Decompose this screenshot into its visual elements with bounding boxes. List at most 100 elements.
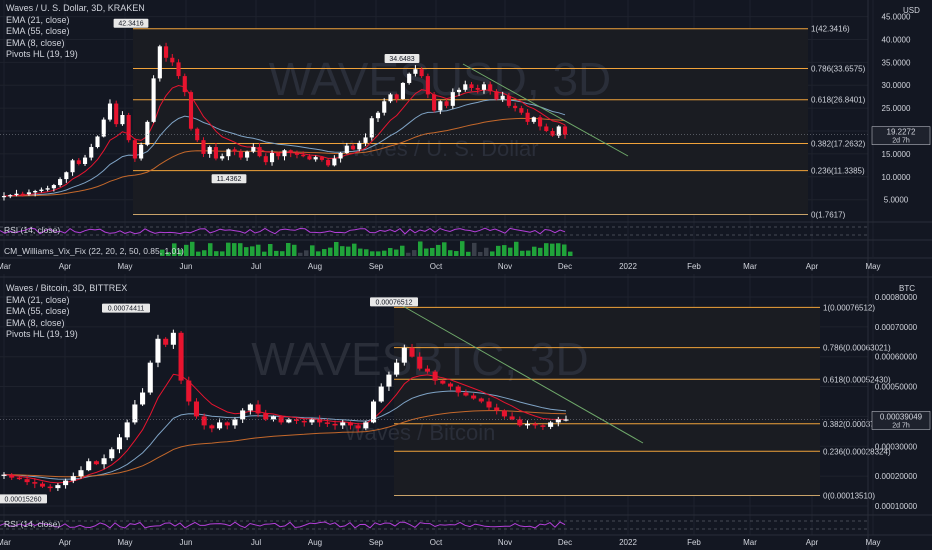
bot-candle-body: [417, 356, 423, 369]
top-candle-body: [164, 46, 169, 58]
trend-lines: [393, 63, 644, 444]
bot-candle-body: [478, 398, 484, 402]
top-candle-body: [419, 69, 424, 77]
bot-candle-body: [101, 458, 107, 465]
bot-candle-body: [347, 422, 353, 426]
top-candle-body: [176, 62, 181, 77]
bot-candle-body: [309, 419, 315, 423]
top-candle-body: [288, 150, 293, 153]
top-countdown: 2d 7h: [892, 138, 910, 145]
bot-candle-body: [217, 422, 223, 429]
top-title: Waves / U. S. Dollar, 3D, KRAKEN: [6, 3, 145, 13]
bot-candle-body: [317, 419, 323, 423]
top-candle-body: [363, 137, 368, 143]
top-y-tick: 5.0000: [884, 196, 909, 205]
bot-y-tick: 0.00050000: [875, 383, 918, 392]
top-candle-body: [251, 147, 256, 152]
top-candle-body: [425, 76, 430, 95]
bot-candle-body: [232, 419, 238, 426]
vix-bar: [382, 250, 387, 256]
bot-candle-body: [78, 470, 84, 477]
top-candle-body: [45, 188, 50, 190]
bot-candle-body: [471, 395, 477, 399]
bot-candle-body: [247, 404, 253, 411]
vix-bar: [364, 249, 369, 256]
vix-bar: [484, 247, 489, 256]
top-candle-body: [556, 126, 561, 136]
top-pivot-label: 11.4362: [217, 176, 242, 183]
top-candle-body: [432, 94, 437, 111]
top-candle-body: [114, 103, 119, 125]
bot-countdown: 2d 7h: [892, 422, 910, 429]
vix-bar: [544, 243, 549, 256]
top-fib-label: 0.786(33.6575): [811, 65, 866, 74]
top-candle-body: [456, 89, 462, 93]
vix-bar: [394, 249, 399, 256]
top-candle-body: [263, 156, 268, 163]
top-candle-body: [463, 84, 468, 90]
top-candle-body: [226, 149, 231, 157]
bot-pivot-label: 0.00076512: [376, 299, 413, 306]
top-candle-body: [506, 95, 511, 106]
bot-candle-body: [370, 401, 377, 423]
bot-x-tick: Apr: [59, 538, 72, 547]
bot-candle-body: [224, 422, 230, 426]
top-candle-body: [107, 103, 113, 120]
vix-bar: [346, 246, 351, 256]
bot-candle-body: [332, 423, 338, 426]
vix-bar: [274, 250, 279, 256]
bot-pivot-box: [0, 494, 47, 504]
top-candle-body: [213, 147, 218, 159]
top-last-price-box: [871, 126, 931, 145]
top-y-tick: 15.0000: [882, 150, 911, 159]
top-ind-pivots: Pivots HL (19, 19): [6, 49, 78, 59]
top-candle-body: [475, 87, 480, 90]
vix-bar: [244, 247, 249, 256]
top-candle-body: [469, 84, 474, 88]
top-fib-label: 1(42.3416): [811, 25, 850, 34]
top-candle-body: [245, 151, 250, 158]
bot-candle-body: [378, 386, 384, 402]
bot-fib-label: 0.786(0.00063021): [823, 344, 891, 353]
top-candle-body: [157, 46, 162, 79]
top-candle-body: [232, 149, 237, 152]
top-candle-body: [276, 152, 281, 157]
bot-candle-body: [517, 419, 523, 426]
vix-bar: [190, 241, 195, 256]
vix-bar: [160, 249, 165, 256]
bot-candle-body: [386, 374, 392, 387]
top-candle-body: [101, 119, 106, 137]
bot-candle-body: [548, 422, 554, 427]
top-candle-body: [238, 151, 243, 158]
bot-candle-body: [286, 419, 292, 423]
top-pivot-label: 34.6483: [389, 56, 414, 63]
top-candle-body: [151, 78, 156, 122]
top-candle-body: [488, 84, 493, 92]
top-x-tick: Aug: [308, 262, 322, 271]
bot-x-tick: May: [865, 538, 880, 547]
top-x-tick: Jul: [251, 262, 261, 271]
top-ema21-line: [3, 98, 566, 197]
top-candle-body: [1, 196, 7, 198]
top-candle-body: [201, 140, 206, 154]
top-ind-ema8: EMA (8, close): [6, 37, 65, 48]
top-x-tick: Mar: [0, 262, 11, 271]
fib-levels: 1(42.3416) 0.786(33.6575) 0.618(26.8401) 0.…: [133, 25, 891, 501]
top-candle-body: [562, 126, 568, 135]
bottom-ind-ema21: EMA (21, close): [6, 294, 70, 305]
vix-bar: [556, 243, 561, 256]
bot-candle-body: [140, 392, 146, 405]
bot-x-tick: Mar: [743, 538, 757, 547]
fib-area: [133, 28, 820, 496]
bot-candle-body: [63, 480, 69, 486]
bot-y-tick: 0.00020000: [875, 472, 918, 481]
bottom-ind-ema55: EMA (55, close): [6, 306, 70, 316]
top-candle-body: [294, 152, 300, 155]
bot-ema8-line: [3, 373, 566, 484]
top-y-tick: 45.0000: [882, 13, 911, 22]
top-x-tick: May: [117, 262, 132, 271]
top-ind-ema55: EMA (55, close): [6, 26, 70, 36]
bot-y-tick: 0.00030000: [875, 442, 918, 451]
bot-candle-body: [32, 482, 38, 484]
top-legend: Waves / U. S. Dollar, 3D, KRAKEN EMA (21…: [6, 3, 145, 61]
